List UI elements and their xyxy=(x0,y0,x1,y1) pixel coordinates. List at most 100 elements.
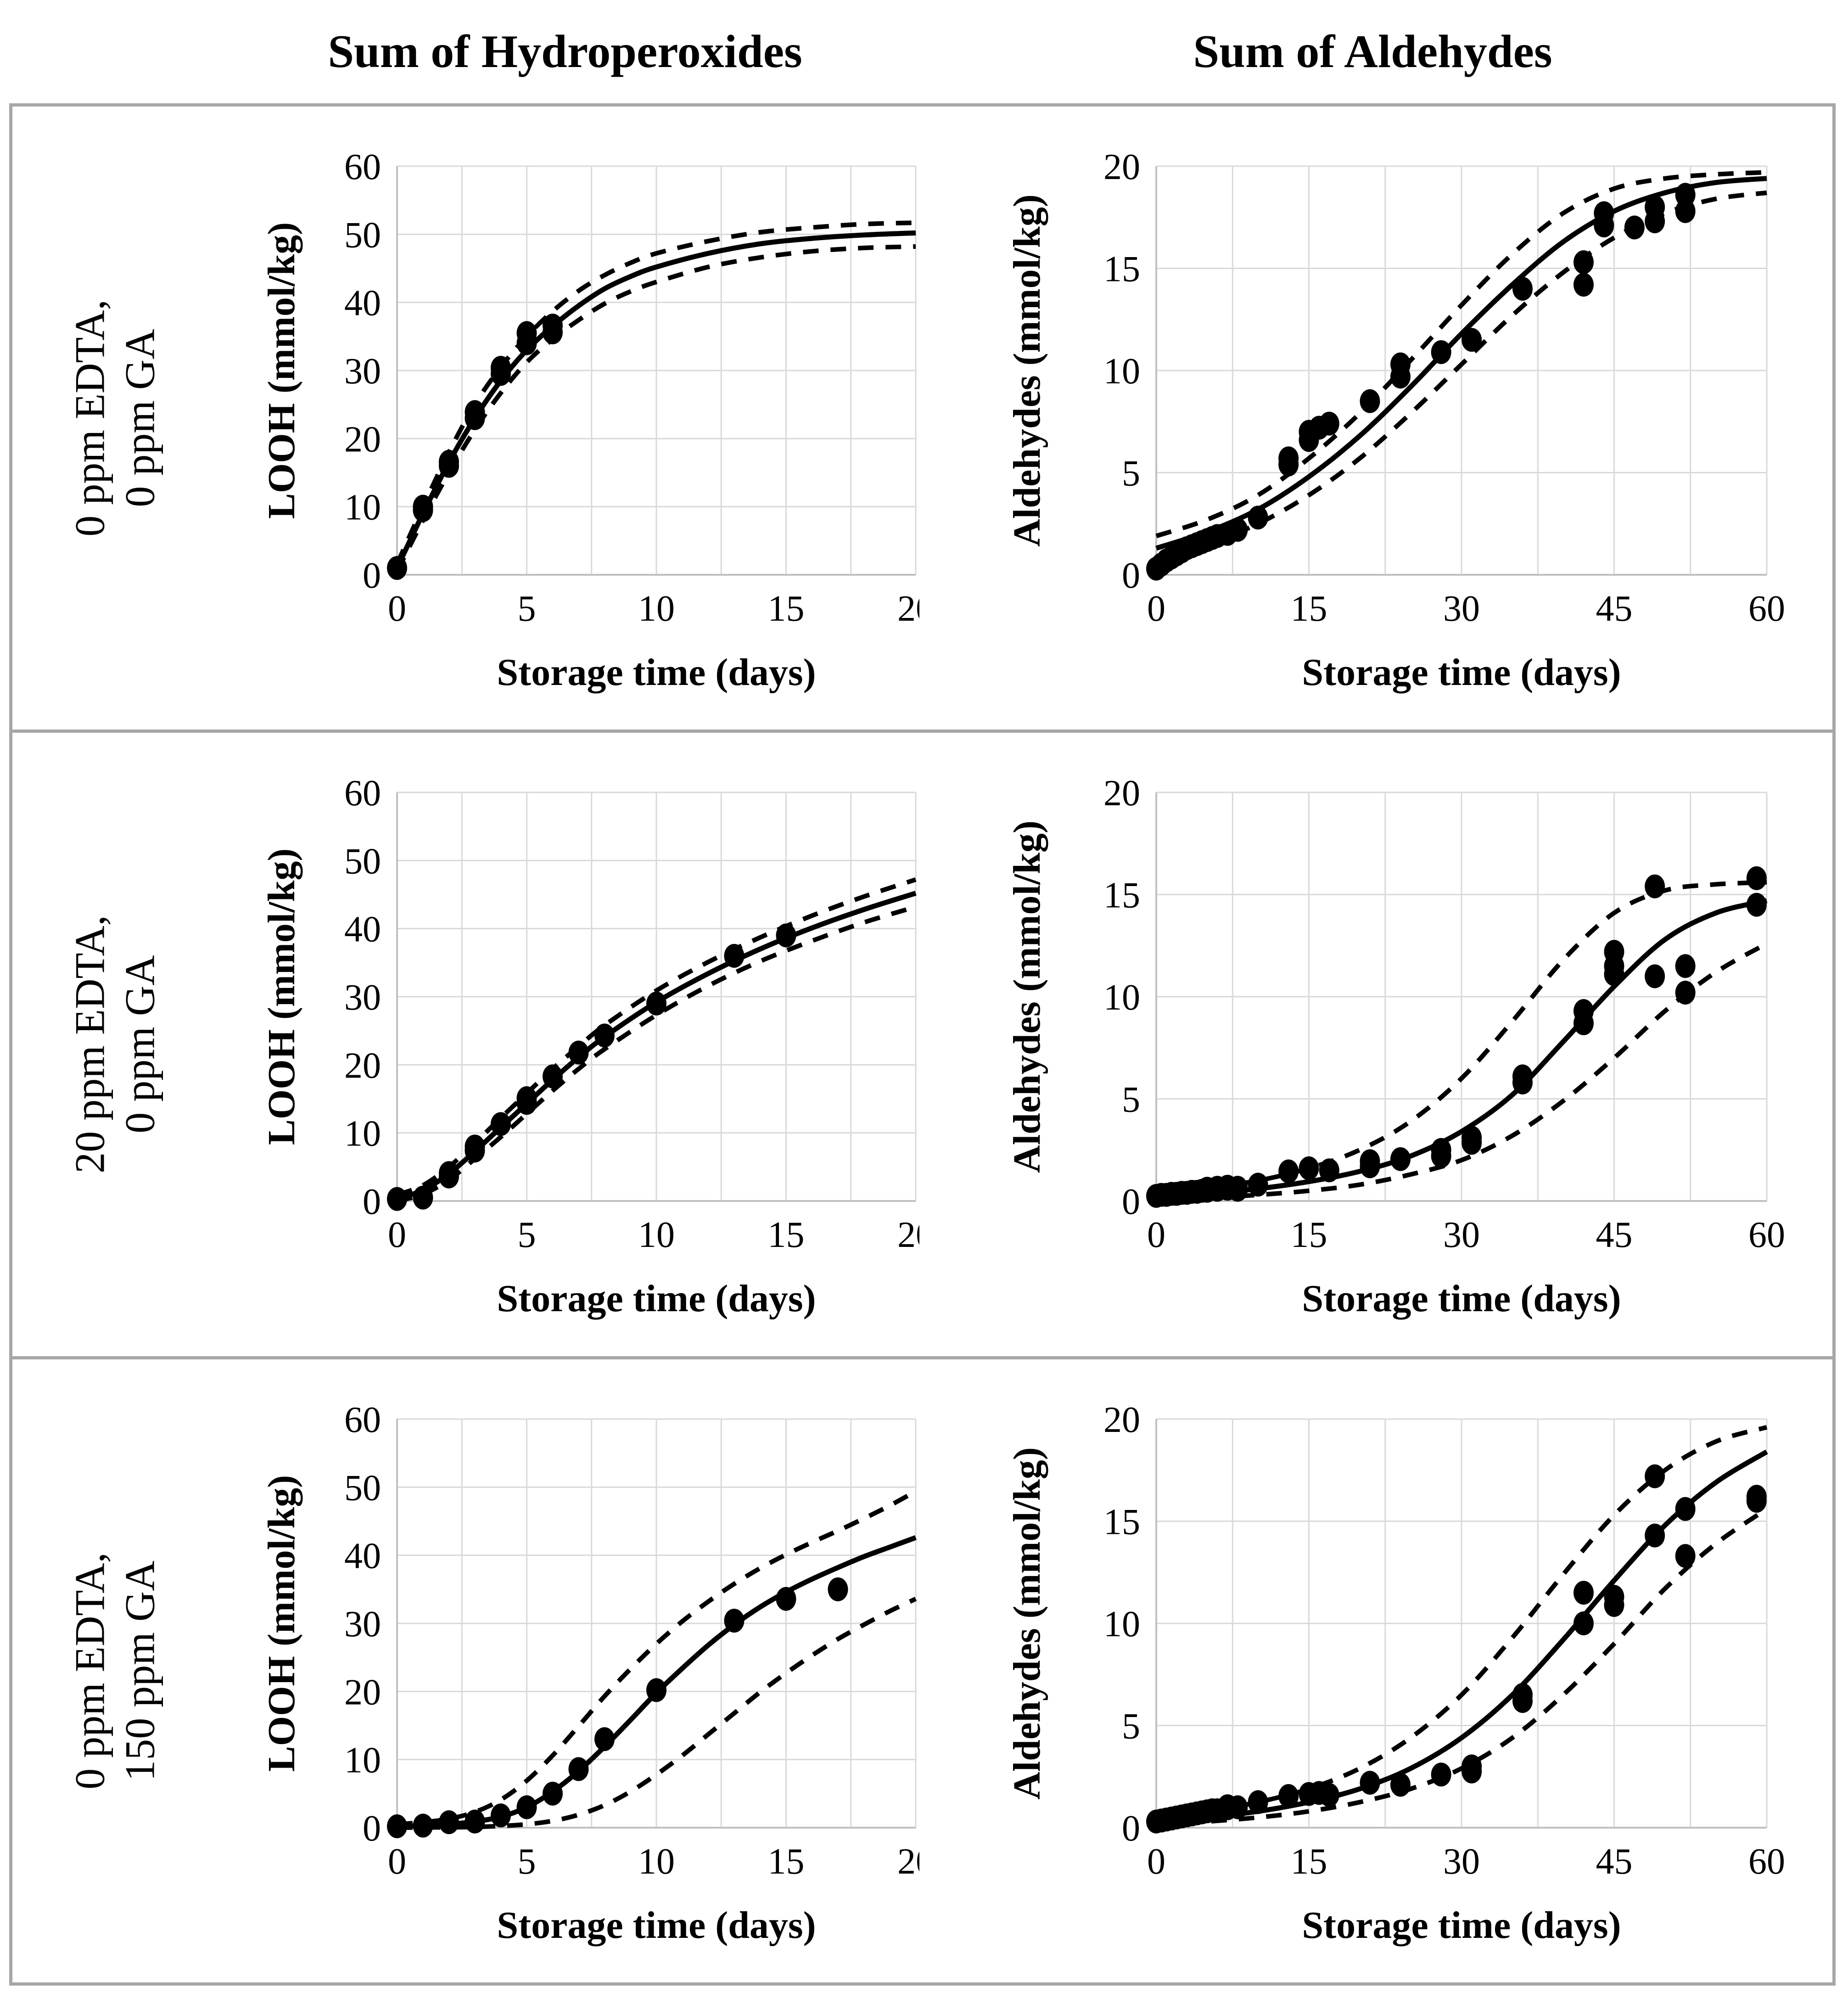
x-tick-label: 5 xyxy=(518,589,536,629)
data-point xyxy=(413,494,433,519)
y-tick-label: 5 xyxy=(1122,1706,1140,1746)
chart-canvas-looh-0edta-0ga: 0 10 20 30 40 50 60 0 5 10 15 20 Storage time (days)… xyxy=(260,147,919,694)
y-tick-label: 0 xyxy=(1122,1182,1140,1222)
data-point xyxy=(1227,1176,1248,1200)
row-label-line-1: 0 ppm EDTA, xyxy=(66,1552,113,1790)
column-title-hydroperoxides: Sum of Hydroperoxides xyxy=(328,26,802,78)
data-point xyxy=(1512,277,1533,301)
y-tick-label: 0 xyxy=(1122,556,1140,596)
data-point xyxy=(1675,183,1696,207)
axes xyxy=(1155,166,1767,576)
y-axis-title: LOOH (mmol/kg) xyxy=(260,848,303,1145)
x-tick-label: 15 xyxy=(768,1841,805,1882)
data-point xyxy=(1645,1464,1665,1488)
data-point xyxy=(724,944,745,968)
gridlines xyxy=(1156,1418,1768,1828)
axes xyxy=(1155,1419,1767,1829)
data-point xyxy=(828,1577,848,1601)
x-tick-label: 20 xyxy=(897,1841,919,1882)
x-tick-label: 0 xyxy=(1147,589,1165,629)
tick-labels: 0 10 20 30 40 50 60 0 5 10 15 20 xyxy=(344,147,919,629)
row-label-text: 20 ppm EDTA, 0 ppm GA xyxy=(65,915,164,1173)
data-point xyxy=(646,1678,666,1702)
figure-row-2: 0 ppm EDTA, 150 ppm GA 0 10 20 30 40 50 60 0 5 10… xyxy=(12,1359,1832,1982)
data-point xyxy=(1574,1580,1594,1605)
row-label-0edta-150ga: 0 ppm EDTA, 150 ppm GA xyxy=(12,1359,217,1982)
chart-panel-aldehydes-0edta-0ga: 0 5 10 15 20 0 15 30 45 60 Storage time (days) Alde… xyxy=(919,107,1832,730)
row-label-line-2: 150 ppm GA xyxy=(116,1560,163,1781)
y-tick-label: 5 xyxy=(1122,1080,1140,1120)
x-tick-label: 0 xyxy=(388,1215,406,1255)
data-point xyxy=(465,1809,485,1834)
scatter-points xyxy=(387,314,563,580)
gridlines xyxy=(1156,165,1768,575)
gridlines xyxy=(397,791,917,1201)
data-point xyxy=(1278,1784,1299,1808)
y-tick-label: 20 xyxy=(1103,773,1140,814)
data-point xyxy=(776,1587,796,1611)
row-label-line-1: 20 ppm EDTA, xyxy=(66,915,113,1174)
y-tick-label: 50 xyxy=(344,1468,381,1508)
x-tick-label: 20 xyxy=(897,589,919,629)
data-point xyxy=(1604,1593,1624,1617)
gridlines xyxy=(397,165,917,575)
data-point xyxy=(413,1185,433,1210)
x-tick-label: 10 xyxy=(638,589,675,629)
data-point xyxy=(724,1608,745,1633)
data-point xyxy=(465,1134,485,1159)
y-tick-label: 20 xyxy=(1103,1400,1140,1440)
data-point xyxy=(1319,411,1339,436)
data-point xyxy=(491,1112,511,1136)
y-tick-label: 15 xyxy=(1103,876,1140,916)
figure-grid: 0 ppm EDTA, 0 ppm GA 0 10 20 30 40 50 60 0 5 10 15… xyxy=(9,103,1836,1986)
data-point xyxy=(1675,199,1696,223)
figure-row-0: 0 ppm EDTA, 0 ppm GA 0 10 20 30 40 50 60 0 5 10 15… xyxy=(12,107,1832,733)
data-point xyxy=(1360,1154,1380,1179)
y-tick-label: 60 xyxy=(344,147,381,187)
data-point xyxy=(516,1795,537,1819)
y-tick-label: 20 xyxy=(1103,147,1140,187)
x-tick-label: 60 xyxy=(1748,1215,1785,1255)
y-tick-label: 40 xyxy=(344,1536,381,1576)
column-titles: Sum of Hydroperoxides Sum of Aldehydes xyxy=(214,0,1829,103)
row-label-text: 0 ppm EDTA, 150 ppm GA xyxy=(65,1552,164,1789)
gridlines xyxy=(1156,791,1768,1201)
data-point xyxy=(1512,1071,1533,1095)
scatter-points xyxy=(1146,866,1767,1208)
column-title-aldehydes: Sum of Aldehydes xyxy=(1193,26,1552,78)
row-label-line-2: 0 ppm GA xyxy=(116,955,163,1134)
data-point xyxy=(1319,1158,1339,1183)
y-tick-label: 50 xyxy=(344,215,381,255)
y-axis-title: Aldehydes (mmol/kg) xyxy=(1006,1447,1048,1800)
data-point xyxy=(1227,1795,1248,1819)
data-point xyxy=(1248,505,1268,530)
y-tick-label: 15 xyxy=(1103,249,1140,290)
data-point xyxy=(1462,1131,1482,1155)
x-tick-label: 45 xyxy=(1596,1215,1633,1255)
x-tick-label: 20 xyxy=(897,1215,919,1255)
x-tick-label: 15 xyxy=(1291,589,1327,629)
chart-canvas-looh-20edta-0ga: 0 10 20 30 40 50 60 0 5 10 15 20 Storage time (days)… xyxy=(260,773,919,1320)
data-point xyxy=(1431,340,1451,364)
x-tick-label: 45 xyxy=(1596,589,1633,629)
data-point xyxy=(646,992,666,1016)
ci-lower-curve xyxy=(1156,942,1768,1201)
data-point xyxy=(1675,1497,1696,1521)
chart-panel-looh-0edta-0ga: 0 10 20 30 40 50 60 0 5 10 15 20 Storage time (days)… xyxy=(217,107,919,730)
x-tick-label: 15 xyxy=(768,1215,805,1255)
y-tick-label: 30 xyxy=(344,977,381,1018)
y-tick-label: 50 xyxy=(344,842,381,882)
data-point xyxy=(1645,964,1665,988)
data-point xyxy=(1624,215,1645,240)
chart-panel-looh-0edta-150ga: 0 10 20 30 40 50 60 0 5 10 15 20 Storage time (days)… xyxy=(217,1359,919,1982)
data-point xyxy=(516,1086,537,1111)
data-point xyxy=(1431,1762,1451,1786)
y-tick-label: 0 xyxy=(363,1808,381,1849)
y-tick-label: 10 xyxy=(344,1740,381,1780)
data-point xyxy=(594,1727,615,1751)
x-axis-title: Storage time (days) xyxy=(497,651,816,694)
y-tick-label: 5 xyxy=(1122,454,1140,494)
chart-canvas-aldehydes-20edta-0ga: 0 5 10 15 20 0 15 30 45 60 Storage time (days) Alde… xyxy=(1006,773,1785,1320)
x-tick-label: 0 xyxy=(1147,1841,1165,1882)
